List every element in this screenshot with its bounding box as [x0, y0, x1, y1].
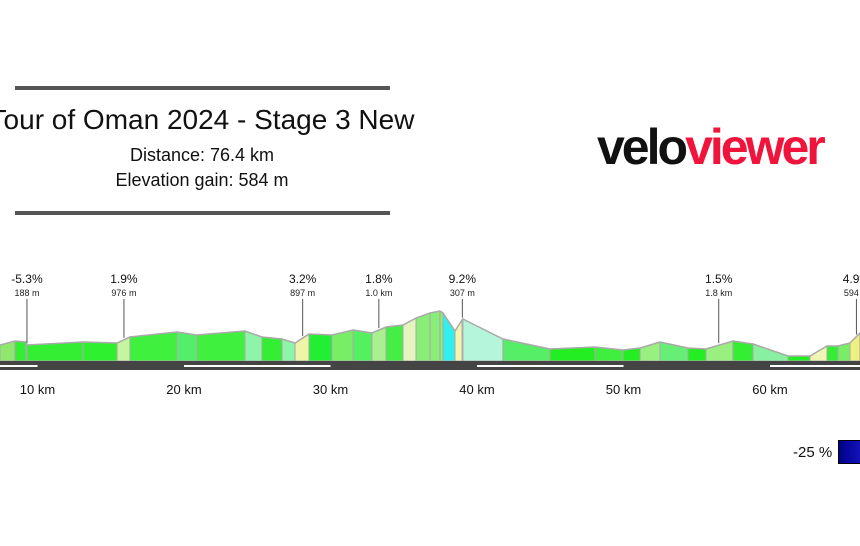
climb-grade-label: 1.9% — [110, 272, 138, 286]
climb-grade-label: 3.2% — [289, 272, 317, 286]
title-rule-top — [15, 86, 390, 90]
profile-segment — [352, 329, 373, 362]
profile-segment — [261, 336, 283, 362]
profile-segment — [687, 347, 707, 362]
climb-grade-label: 1.8% — [365, 272, 393, 286]
climb-length-label: 307 m — [450, 288, 475, 298]
legend-color-swatch — [838, 440, 860, 464]
distance-bar-stripe — [477, 365, 624, 367]
title-rule-bottom — [15, 211, 390, 215]
page-title: Tour of Oman 2024 - Stage 3 New — [0, 104, 415, 135]
profile-segment — [82, 341, 118, 362]
x-tick-label: 60 km — [752, 382, 787, 397]
legend-label: -25 % — [793, 444, 833, 461]
climb-grade-label: 1.5% — [705, 272, 733, 286]
distance-bar-stripe — [770, 365, 860, 367]
climb-grade-label: -5.3% — [11, 272, 43, 286]
distance-text: Distance: 76.4 km — [129, 145, 275, 165]
climb-length-label: 976 m — [111, 288, 136, 298]
profile-segment — [308, 333, 333, 362]
climb-length-label: 188 m — [14, 288, 39, 298]
climb-length-label: 897 m — [290, 288, 315, 298]
logo-part-viewer: viewer — [685, 119, 826, 175]
elevation-gain-text: Elevation gain: 584 m — [115, 170, 289, 190]
profile-segment — [176, 331, 198, 362]
profile-segment — [502, 338, 551, 362]
profile-outline — [0, 310, 860, 357]
x-tick-label: 30 km — [313, 382, 348, 397]
profile-segment — [462, 318, 504, 362]
distance-bar — [0, 361, 860, 370]
profile-segment — [14, 340, 27, 362]
profile-segment — [196, 330, 246, 362]
climb-length-label: 1.0 km — [365, 288, 392, 298]
x-tick-label: 10 km — [20, 382, 55, 397]
x-tick-label: 50 km — [606, 382, 641, 397]
profile-segment — [415, 312, 431, 362]
logo-part-velo: velo — [597, 119, 688, 175]
profile-segment — [429, 310, 441, 362]
climb-length-label: 1.8 km — [705, 288, 732, 298]
profile-segment — [826, 345, 839, 362]
climb-length-label: 594 m — [844, 288, 860, 298]
x-tick-label: 20 km — [166, 382, 201, 397]
distance-bar-stripe — [0, 365, 38, 367]
profile-segment — [442, 311, 456, 362]
climb-grade-label: 9.2% — [449, 272, 477, 286]
distance-bar-stripe — [184, 365, 331, 367]
profile-segment — [385, 324, 404, 362]
profile-segment — [705, 340, 734, 362]
x-tick-label: 40 km — [459, 382, 494, 397]
climb-grade-label: 4.9% — [843, 272, 860, 286]
veloviewer-logo: veloviewer — [597, 118, 826, 176]
